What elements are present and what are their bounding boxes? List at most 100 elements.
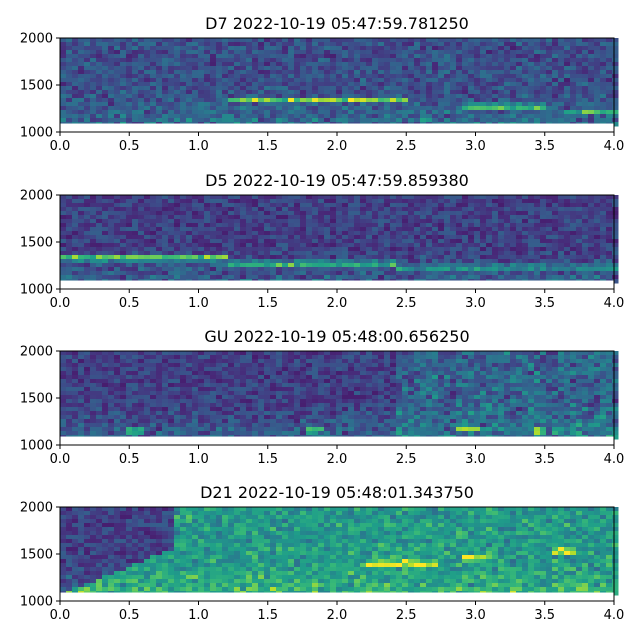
spectrogram-cell [438, 259, 445, 264]
spectrogram-cell [156, 38, 163, 43]
spectrogram-cell [174, 78, 181, 83]
spectrogram-cell [600, 195, 607, 200]
spectrogram-cell [162, 78, 169, 83]
spectrogram-cell [594, 46, 601, 51]
spectrogram-cell [264, 42, 271, 47]
spectrogram-cell [114, 207, 121, 212]
spectrogram-cell [120, 371, 127, 376]
spectrogram-cell [150, 62, 157, 67]
spectrogram-cell [198, 82, 205, 87]
spectrogram-cell [510, 255, 517, 260]
spectrogram-cell [168, 383, 175, 388]
spectrogram-cell [612, 275, 619, 280]
spectrogram-cell [486, 50, 493, 55]
spectrogram-cell [156, 375, 163, 380]
spectrogram-cell [426, 42, 433, 47]
spectrogram-cell [348, 110, 355, 115]
spectrogram-cell [594, 106, 601, 111]
spectrogram-cell [276, 247, 283, 252]
spectrogram-cell [252, 211, 259, 216]
spectrogram-cell [372, 203, 379, 208]
spectrogram-cell [546, 379, 553, 384]
spectrogram-cell [444, 102, 451, 107]
spectrogram-cell [462, 375, 469, 380]
spectrogram-cell [96, 263, 103, 268]
spectrogram-cell [570, 118, 577, 123]
spectrogram-cell [390, 90, 397, 95]
spectrogram-cell [600, 235, 607, 240]
spectrogram-cell [126, 267, 133, 272]
spectrogram-cell [444, 86, 451, 91]
spectrogram-cell [306, 227, 313, 232]
spectrogram-cell [378, 351, 385, 356]
spectrogram-cell [390, 215, 397, 220]
spectrogram-cell [426, 255, 433, 260]
spectrogram-cell [534, 275, 541, 280]
spectrogram-cell [384, 114, 391, 119]
spectrogram-cell [492, 98, 499, 103]
spectrogram-cell [468, 82, 475, 87]
spectrogram-cell [408, 351, 415, 356]
spectrogram-cell [432, 247, 439, 252]
spectrogram-cell [552, 94, 559, 99]
spectrogram-cell [330, 78, 337, 83]
spectrogram-cell [294, 379, 301, 384]
spectrogram-cell [288, 227, 295, 232]
spectrogram-cell [342, 50, 349, 55]
spectrogram-cell [114, 379, 121, 384]
spectrogram-cell [588, 46, 595, 51]
spectrogram-cell [486, 383, 493, 388]
spectrogram-cell [66, 247, 73, 252]
spectrogram-cell [552, 231, 559, 236]
spectrogram-cell [294, 227, 301, 232]
spectrogram-cell [192, 223, 199, 228]
spectrogram-cell [276, 66, 283, 71]
spectrogram-cell [78, 74, 85, 79]
spectrogram-cell [606, 66, 613, 71]
spectrogram-image [60, 351, 619, 440]
spectrogram-cell [396, 351, 403, 356]
spectrogram-cell [78, 118, 85, 123]
spectrogram-cell [90, 38, 97, 43]
spectrogram-cell [174, 375, 181, 380]
spectrogram-cell [360, 351, 367, 356]
spectrogram-cell [468, 267, 475, 272]
spectrogram-cell [390, 54, 397, 59]
spectrogram-cell [234, 267, 241, 272]
spectrogram-cell [390, 110, 397, 115]
spectrogram-cell [378, 227, 385, 232]
spectrogram-cell [414, 227, 421, 232]
spectrogram-cell [450, 118, 457, 123]
spectrogram-cell [186, 46, 193, 51]
spectrogram-cell [114, 86, 121, 91]
spectrogram-cell [606, 215, 613, 220]
spectrogram-cell [546, 267, 553, 272]
spectrogram-cell [162, 243, 169, 248]
spectrogram-cell [234, 227, 241, 232]
spectrogram-cell [450, 231, 457, 236]
spectrogram-cell [78, 98, 85, 103]
spectrogram-cell [348, 367, 355, 372]
spectrogram-cell [402, 359, 409, 364]
spectrogram-cell [438, 379, 445, 384]
spectrogram-cell [498, 383, 505, 388]
spectrogram-cell [582, 82, 589, 87]
spectrogram-cell [444, 54, 451, 59]
spectrogram-cell [90, 74, 97, 79]
spectrogram-cell [366, 195, 373, 200]
spectrogram-cell [570, 66, 577, 71]
spectrogram-cell [384, 106, 391, 111]
spectrogram-cell [288, 235, 295, 240]
spectrogram-cell [468, 255, 475, 260]
spectrogram-cell [546, 223, 553, 228]
spectrogram-cell [606, 54, 613, 59]
spectrogram-cell [564, 199, 571, 204]
spectrogram-cell [348, 259, 355, 264]
spectrogram-cell [240, 82, 247, 87]
spectrogram-cell [420, 231, 427, 236]
spectrogram-cell [120, 195, 127, 200]
spectrogram-cell [132, 263, 139, 268]
spectrogram-cell [66, 38, 73, 43]
spectrogram-cell [516, 271, 523, 276]
spectrogram-cell [270, 259, 277, 264]
